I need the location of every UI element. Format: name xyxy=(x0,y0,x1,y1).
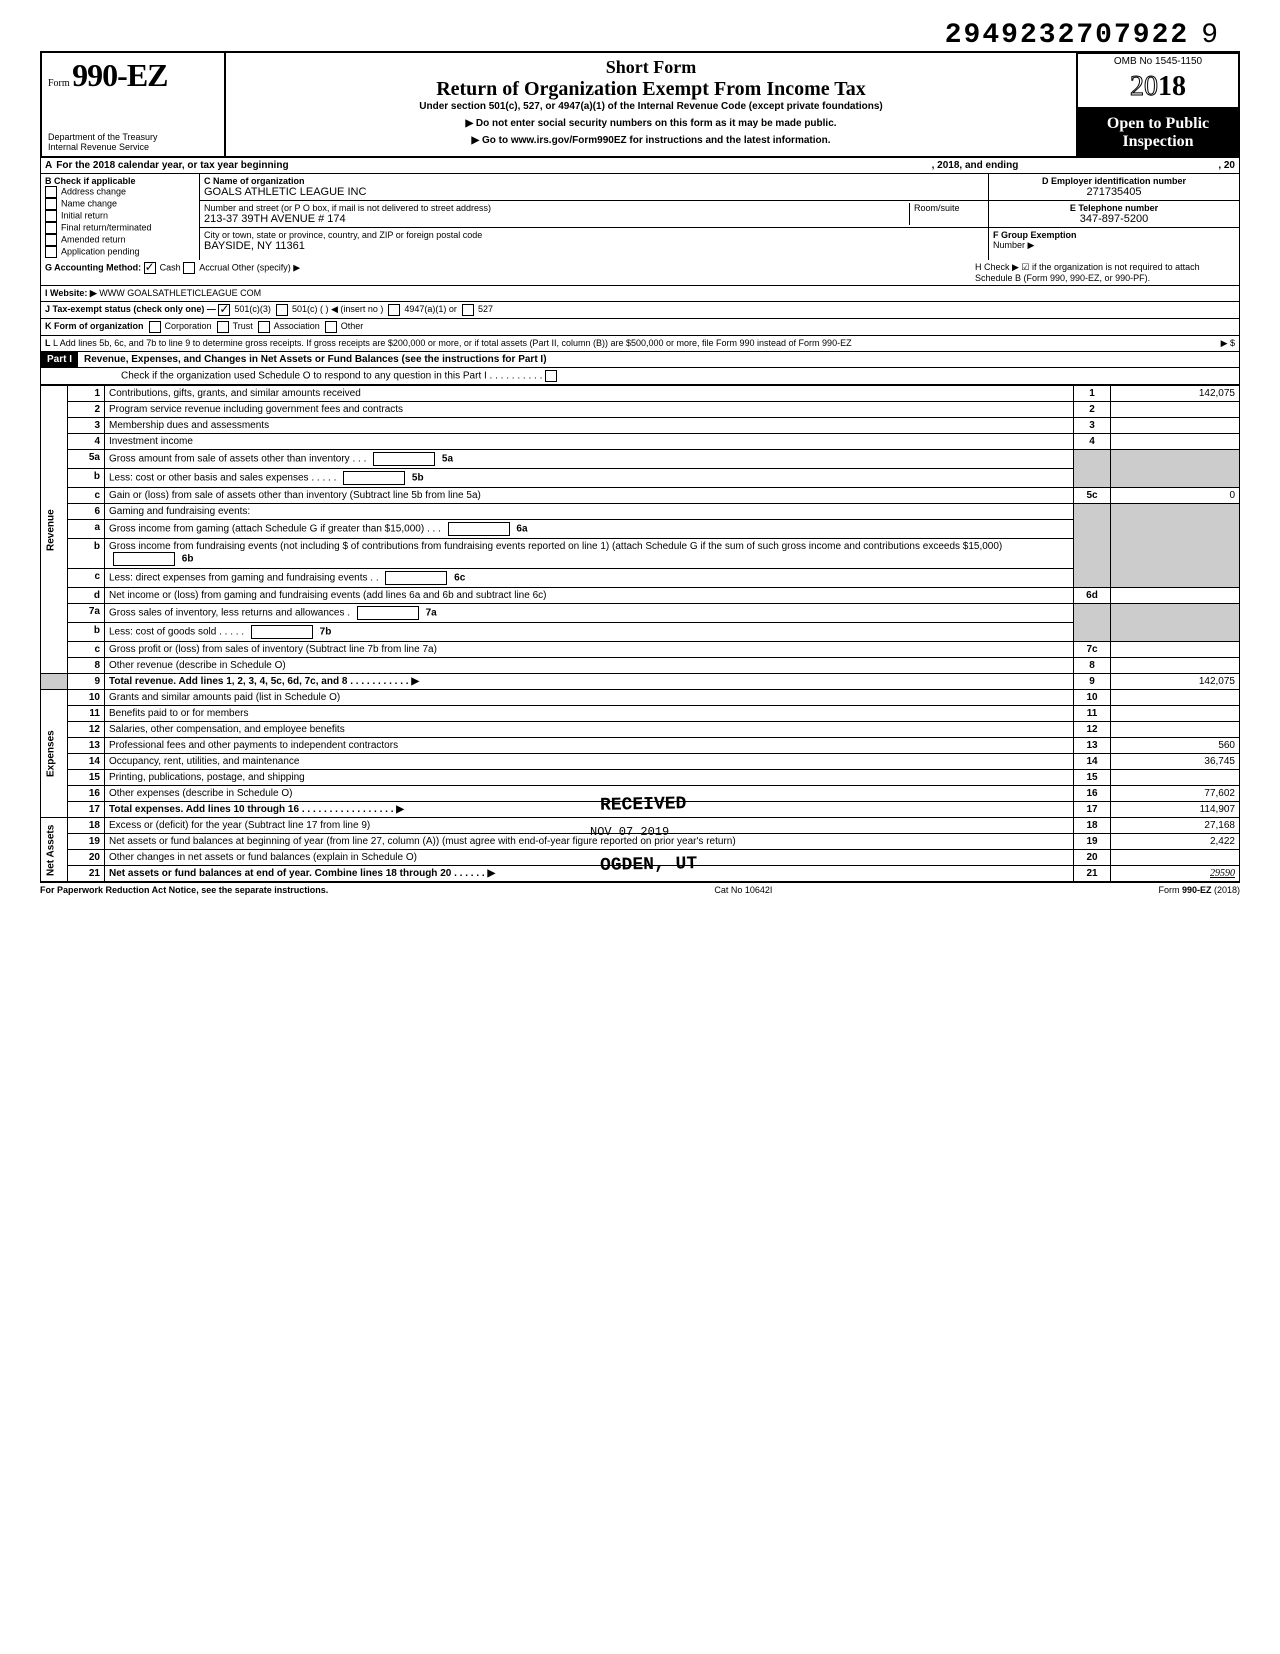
row-k: K Form of organization Corporation Trust… xyxy=(41,319,1239,336)
row-a: A For the 2018 calendar year, or tax yea… xyxy=(40,158,1240,174)
netassets-label: Net Assets xyxy=(41,818,68,882)
section-b: B Check if applicable Address changeName… xyxy=(41,174,200,260)
cash-checkbox[interactable] xyxy=(144,262,156,274)
org-name-row: C Name of organization GOALS ATHLETIC LE… xyxy=(200,174,988,201)
row-g: G Accounting Method: Cash Accrual Other … xyxy=(45,262,975,283)
ssn-warning: ▶ Do not enter social security numbers o… xyxy=(234,118,1068,129)
part-i-label: Part I xyxy=(41,352,78,367)
street-row: Number and street (or P O box, if mail i… xyxy=(200,201,988,228)
city-row: City or town, state or province, country… xyxy=(200,228,988,254)
527-checkbox[interactable] xyxy=(462,304,474,316)
tax-year: 2018 xyxy=(1078,67,1238,109)
phone-row: E Telephone number 347-897-5200 xyxy=(989,201,1239,228)
checkbox-address-change: Address change xyxy=(45,186,195,198)
short-form-label: Short Form xyxy=(234,57,1068,78)
ogden-stamp: OGDEN, UT xyxy=(600,854,698,876)
4947-checkbox[interactable] xyxy=(388,304,400,316)
open-to-public: Open to Public Inspection xyxy=(1078,109,1238,156)
schedule-o-checkbox[interactable] xyxy=(545,370,557,382)
trust-checkbox[interactable] xyxy=(217,321,229,333)
omb-number: OMB No 1545-1150 xyxy=(1078,53,1238,67)
paperwork-notice: For Paperwork Reduction Act Notice, see … xyxy=(40,885,328,895)
date-stamp: NOV 07 2019 xyxy=(590,825,669,839)
checkbox-amended-return: Amended return xyxy=(45,234,195,246)
revenue-label: Revenue xyxy=(41,386,68,674)
dln-number: 29492327079229 xyxy=(945,20,1220,51)
goto-link: ▶ Go to www.irs.gov/Form990EZ for instru… xyxy=(234,135,1068,146)
501c-checkbox[interactable] xyxy=(276,304,288,316)
cat-number: Cat No 10642I xyxy=(714,885,772,895)
form-subtitle: Under section 501(c), 527, or 4947(a)(1)… xyxy=(234,101,1068,112)
form-footer: Form 990-EZ (2018) xyxy=(1158,885,1240,895)
checkbox-final-return-terminated: Final return/terminated xyxy=(45,222,195,234)
department: Department of the Treasury Internal Reve… xyxy=(48,132,158,152)
row-l: L L Add lines 5b, 6c, and 7b to line 9 t… xyxy=(41,336,1239,351)
part-i-title: Revenue, Expenses, and Changes in Net As… xyxy=(78,352,1239,367)
form-number: Form 990-EZ xyxy=(48,57,218,94)
corp-checkbox[interactable] xyxy=(149,321,161,333)
row-h: H Check ▶ ☑ if the organization is not r… xyxy=(975,262,1235,283)
expenses-label: Expenses xyxy=(41,690,68,818)
group-exemption: F Group Exemption Number ▶ xyxy=(989,228,1239,253)
checkbox-application-pending: Application pending xyxy=(45,246,195,258)
schedule-o-check: Check if the organization used Schedule … xyxy=(40,368,1240,385)
accrual-checkbox[interactable] xyxy=(183,262,195,274)
form-title: Return of Organization Exempt From Incom… xyxy=(234,78,1068,101)
other-checkbox[interactable] xyxy=(325,321,337,333)
row-j: J Tax-exempt status (check only one) — 5… xyxy=(41,302,1239,319)
row-i: I Website: ▶ WWW GOALSATHLETICLEAGUE COM xyxy=(45,288,975,299)
checkbox-initial-return: Initial return xyxy=(45,210,195,222)
ein-row: D Employer identification number 2717354… xyxy=(989,174,1239,201)
501c3-checkbox[interactable] xyxy=(218,304,230,316)
assoc-checkbox[interactable] xyxy=(258,321,270,333)
received-stamp: RECEIVED xyxy=(600,794,687,816)
checkbox-name-change: Name change xyxy=(45,198,195,210)
